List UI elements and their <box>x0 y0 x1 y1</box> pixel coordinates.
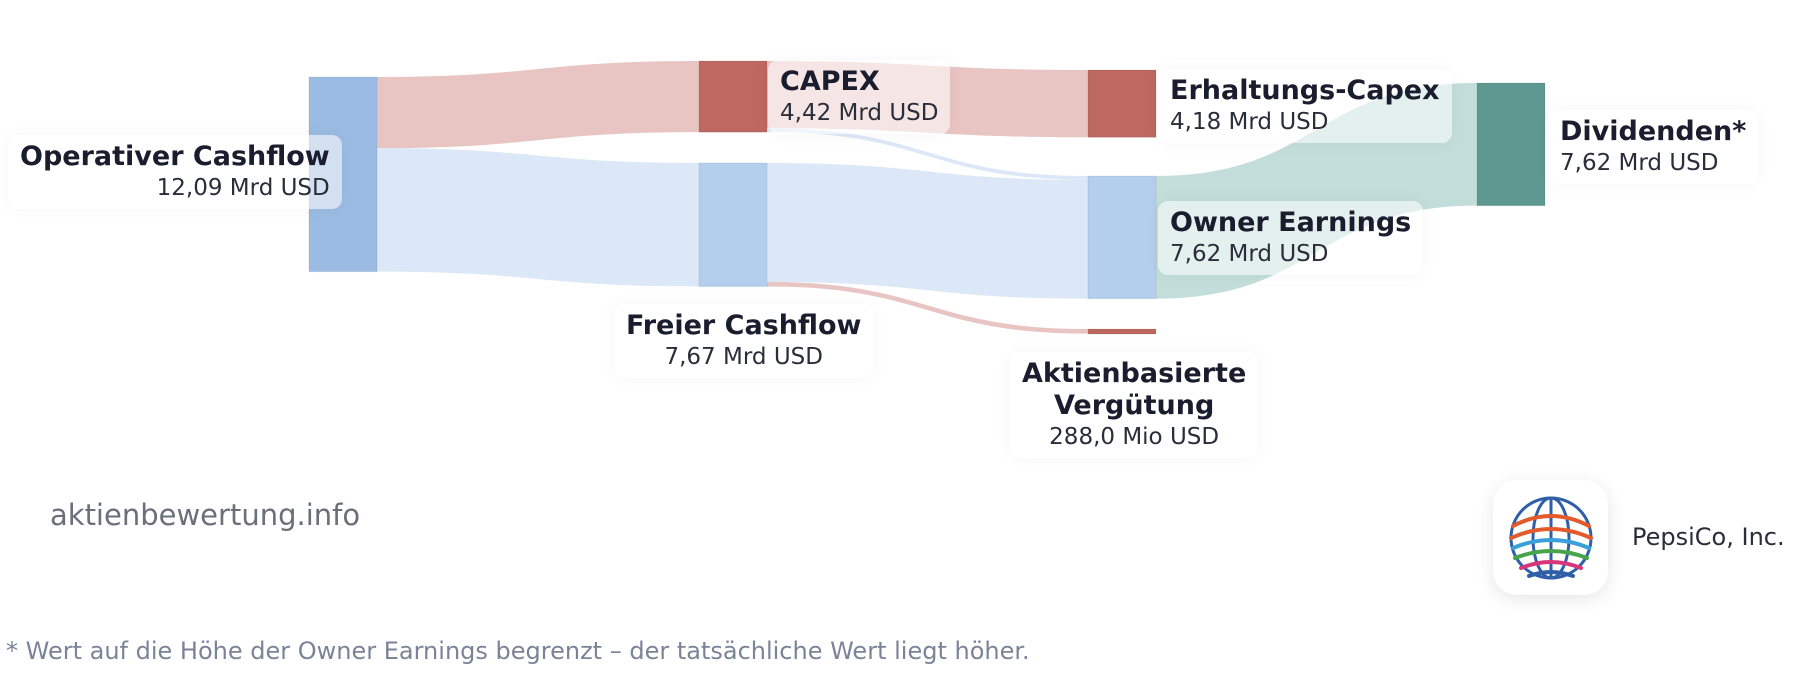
node-sbc <box>1087 328 1157 335</box>
node-value: 7,67 Mrd USD <box>664 344 823 370</box>
link-capex-to-oe <box>767 128 1088 180</box>
node-div <box>1476 82 1546 207</box>
watermark: aktienbewertung.info <box>50 498 361 532</box>
node-name: Dividenden* <box>1560 116 1747 147</box>
label-operativer-cashflow: Operativer Cashflow 12,09 Mrd USD <box>8 135 342 209</box>
label-aktienbasierte-verguetung: Aktienbasierte Vergütung 288,0 Mio USD <box>1010 352 1259 458</box>
node-capex <box>698 60 768 133</box>
label-dividenden: Dividenden* 7,62 Mrd USD <box>1548 110 1759 184</box>
node-mcap <box>1087 69 1157 138</box>
node-fcf <box>698 162 768 287</box>
node-name-line2: Vergütung <box>1054 390 1215 421</box>
label-capex: CAPEX 4,42 Mrd USD <box>768 60 951 134</box>
node-name-line1: Aktienbasierte <box>1022 358 1247 389</box>
node-oe <box>1087 175 1157 300</box>
node-value: 4,18 Mrd USD <box>1170 109 1329 135</box>
node-value: 4,42 Mrd USD <box>780 100 939 126</box>
node-name: Operativer Cashflow <box>20 141 330 172</box>
link-fcf-to-oe <box>767 163 1088 299</box>
node-name: Freier Cashflow <box>626 310 862 341</box>
link-ocf-to-capex <box>377 61 699 149</box>
link-ocf-to-fcf <box>377 148 699 287</box>
company-name: PepsiCo, Inc. <box>1632 523 1785 551</box>
node-value: 288,0 Mio USD <box>1049 424 1220 450</box>
node-value: 12,09 Mrd USD <box>156 175 330 201</box>
node-value: 7,62 Mrd USD <box>1560 150 1719 176</box>
node-name: Erhaltungs-Capex <box>1170 75 1440 106</box>
label-freier-cashflow: Freier Cashflow 7,67 Mrd USD <box>614 304 874 378</box>
link-fcf-to-sbc <box>767 281 1088 334</box>
company-logo-card <box>1493 480 1608 595</box>
node-name: CAPEX <box>780 66 880 97</box>
node-value: 7,62 Mrd USD <box>1170 241 1329 267</box>
label-owner-earnings: Owner Earnings 7,62 Mrd USD <box>1158 201 1424 275</box>
sankey-nodes <box>308 60 1546 335</box>
footnote: * Wert auf die Höhe der Owner Earnings b… <box>6 637 1030 665</box>
label-erhaltungs-capex: Erhaltungs-Capex 4,18 Mrd USD <box>1158 69 1452 143</box>
node-name: Owner Earnings <box>1170 207 1412 238</box>
pepsico-globe-icon <box>1508 496 1593 579</box>
